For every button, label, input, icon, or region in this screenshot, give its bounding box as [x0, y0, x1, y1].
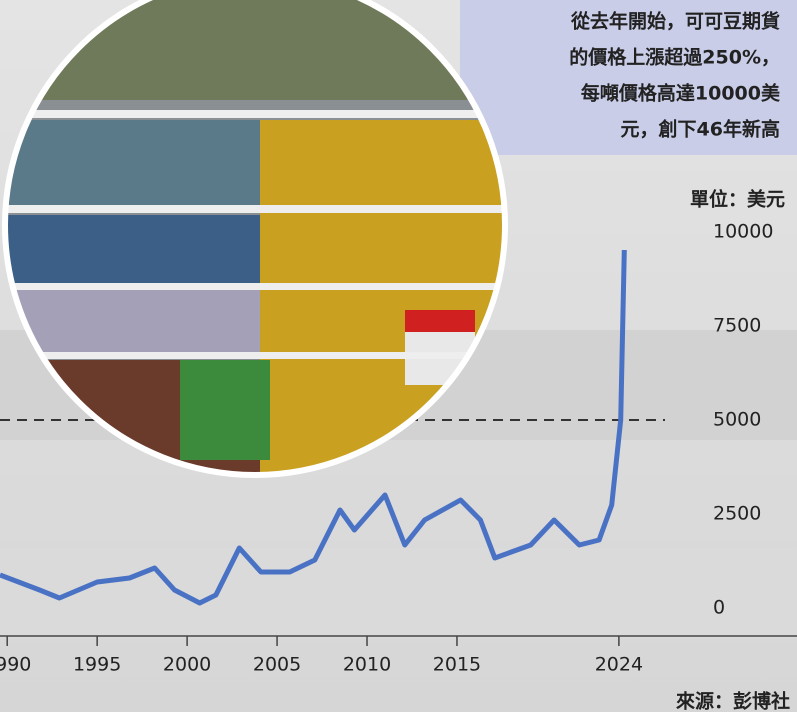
x-tick-label: 2005 — [253, 654, 301, 676]
source: 來源：彭博社 — [676, 690, 790, 713]
y-tick-label: 0 — [713, 597, 725, 619]
page: 0 2500 5000 7500 10000 1990 1995 2000 2005 2010 20… — [0, 0, 797, 716]
x-tick-label: 2015 — [433, 654, 481, 676]
unit-label: 單位：美元 — [690, 188, 785, 211]
y-tick-label: 10000 — [713, 221, 773, 243]
y-tick-label: 7500 — [713, 315, 761, 337]
x-tick-label: 2010 — [343, 654, 391, 676]
x-tick-label: 2000 — [163, 654, 211, 676]
annotation-line: 每噸價格高達10000美 — [581, 82, 781, 105]
y-tick-label: 5000 — [713, 409, 761, 431]
x-tick-label: 1990 — [0, 654, 31, 676]
chart: 0 2500 5000 7500 10000 1990 1995 2000 2005 2010 20… — [0, 0, 797, 712]
x-tick-label: 2024 — [595, 654, 643, 676]
y-tick-label: 2500 — [713, 503, 761, 525]
band — [0, 548, 797, 638]
x-tick-label: 1995 — [73, 654, 121, 676]
annotation-line: 的價格上漲超過250%， — [569, 46, 780, 69]
annotation-line: 元，創下46年新高 — [621, 118, 780, 141]
annotation-line: 從去年開始，可可豆期貨 — [570, 10, 780, 33]
